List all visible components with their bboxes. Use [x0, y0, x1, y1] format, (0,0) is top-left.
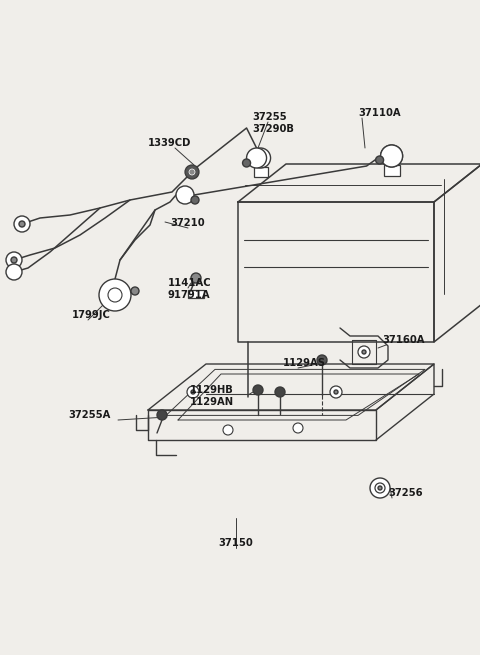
Circle shape	[370, 478, 390, 498]
Circle shape	[330, 386, 342, 398]
Circle shape	[191, 196, 199, 204]
Circle shape	[99, 279, 131, 311]
Circle shape	[275, 387, 285, 397]
Text: 37160A: 37160A	[382, 335, 424, 345]
Bar	[253, 167, 267, 177]
Circle shape	[381, 145, 403, 167]
Circle shape	[6, 264, 22, 280]
Circle shape	[189, 169, 195, 175]
Circle shape	[223, 425, 233, 435]
Circle shape	[14, 216, 30, 232]
Circle shape	[375, 483, 385, 493]
Text: 37256: 37256	[388, 488, 422, 498]
Circle shape	[376, 156, 384, 164]
Circle shape	[6, 252, 22, 268]
Circle shape	[191, 390, 195, 394]
Text: 1129AS: 1129AS	[283, 358, 326, 368]
Circle shape	[358, 346, 370, 358]
Text: 1339CD: 1339CD	[148, 138, 192, 148]
Circle shape	[157, 410, 167, 420]
Text: 1141AC
91791A: 1141AC 91791A	[168, 278, 212, 299]
Circle shape	[256, 154, 264, 162]
Bar	[384, 165, 399, 176]
Circle shape	[247, 148, 266, 168]
Circle shape	[191, 273, 201, 283]
Text: 37210: 37210	[170, 218, 204, 228]
Circle shape	[253, 385, 263, 395]
Circle shape	[187, 386, 199, 398]
Circle shape	[131, 287, 139, 295]
Text: 37255A: 37255A	[68, 410, 110, 420]
Circle shape	[185, 165, 199, 179]
Circle shape	[362, 350, 366, 354]
Circle shape	[317, 355, 327, 365]
Circle shape	[19, 221, 25, 227]
Circle shape	[108, 288, 122, 302]
Circle shape	[378, 486, 382, 490]
Text: 1129HB
1129AN: 1129HB 1129AN	[190, 385, 234, 407]
Circle shape	[293, 423, 303, 433]
Circle shape	[386, 151, 396, 161]
Circle shape	[334, 390, 338, 394]
Bar	[188, 290, 204, 298]
Text: 37255
37290B: 37255 37290B	[252, 112, 294, 134]
Text: 1799JC: 1799JC	[72, 310, 111, 320]
Circle shape	[176, 186, 194, 204]
Text: 37110A: 37110A	[358, 108, 401, 118]
Circle shape	[242, 159, 251, 167]
Circle shape	[251, 148, 271, 168]
Circle shape	[11, 257, 17, 263]
Circle shape	[381, 145, 403, 167]
Text: 37150: 37150	[218, 538, 253, 548]
